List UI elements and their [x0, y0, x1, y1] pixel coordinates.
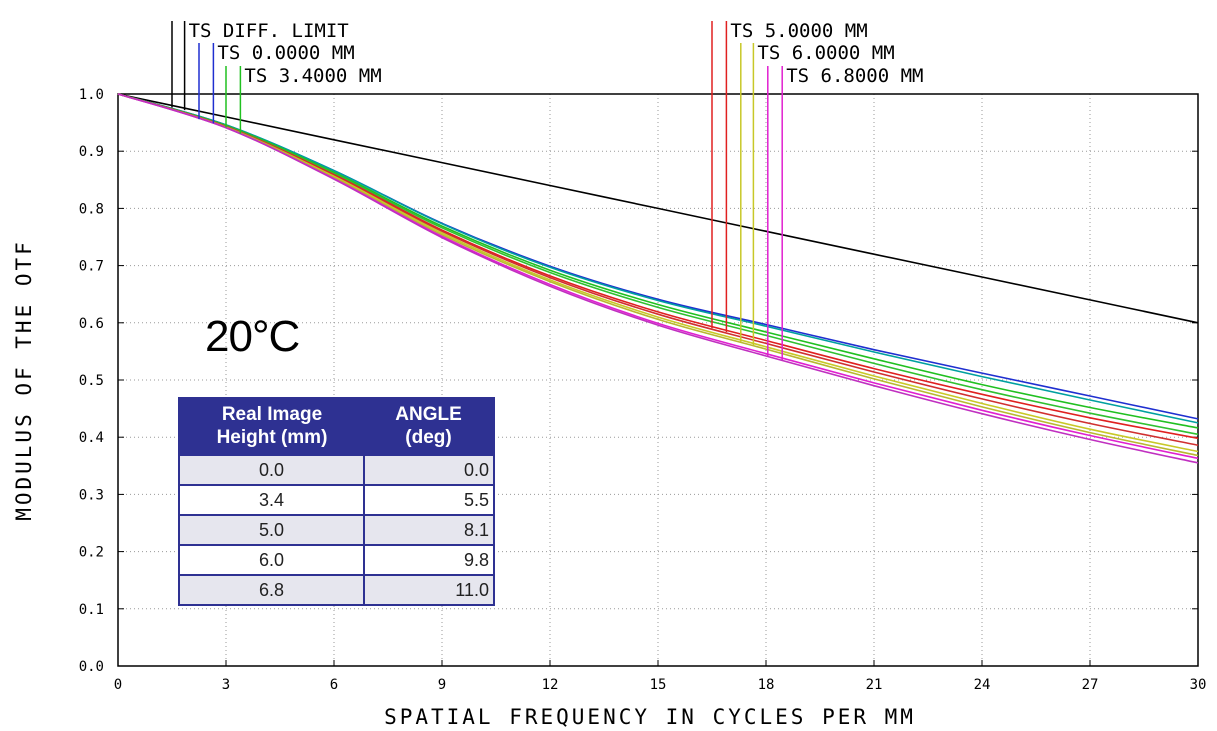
table-row: 6.8 11.0 [178, 574, 495, 606]
y-tick-label: 0.4 [79, 430, 104, 446]
series-line-8 [117, 93, 1199, 457]
header-height-line1: Real Image [221, 404, 323, 425]
table-header-height: Real Image Height (mm) [179, 398, 364, 455]
temperature-label: 20°C [205, 312, 300, 361]
series-line-4 [117, 93, 1199, 436]
y-tick-label: 1.0 [79, 87, 104, 103]
legend-label: TS 3.4000 MM [244, 65, 381, 87]
x-tick-label: 15 [650, 677, 667, 693]
table-cell-angle: 8.1 [363, 514, 495, 546]
x-tick-label: 3 [222, 677, 230, 693]
y-tick-label: 0.8 [79, 201, 104, 217]
legend-label: TS 0.0000 MM [217, 42, 354, 64]
table-cell-height: 0.0 [178, 454, 365, 486]
series-line-2 [117, 93, 1199, 424]
y-tick-label: 0.6 [79, 316, 104, 332]
x-tick-label: 9 [438, 677, 446, 693]
table-row: 6.0 9.8 [178, 544, 495, 576]
table-cell-angle: 0.0 [363, 454, 495, 486]
header-angle-line1: ANGLE [395, 404, 462, 425]
series-group [117, 93, 1199, 464]
y-tick-label: 0.3 [79, 487, 104, 503]
x-tick-label: 18 [758, 677, 775, 693]
legend-label: TS 6.8000 MM [786, 65, 923, 87]
table-header-row: Real Image Height (mm) ANGLE (deg) [179, 398, 494, 455]
table-cell-height: 6.0 [178, 544, 365, 576]
x-tick-label: 6 [330, 677, 338, 693]
series-line-0 [117, 93, 1199, 324]
y-axis-title: MODULUS OF THE OTF [12, 239, 36, 521]
table-cell-angle: 11.0 [363, 574, 495, 606]
y-tick-label: 0.9 [79, 144, 104, 160]
x-tick-label: 27 [1082, 677, 1099, 693]
table-cell-angle: 5.5 [363, 484, 495, 516]
y-tick-label: 0.2 [79, 545, 104, 561]
y-tick-label: 0.7 [79, 259, 104, 275]
series-line-10 [117, 93, 1199, 464]
x-axis-title: SPATIAL FREQUENCY IN CYCLES PER MM [384, 705, 916, 729]
header-height-line2: Height (mm) [216, 427, 328, 448]
y-tick-label: 0.5 [79, 373, 104, 389]
table-cell-height: 5.0 [178, 514, 365, 546]
legend-label: TS 6.0000 MM [757, 42, 894, 64]
x-tick-label: 24 [974, 677, 991, 693]
table-cell-angle: 9.8 [363, 544, 495, 576]
header-angle-line2: (deg) [405, 427, 452, 448]
table-cell-height: 3.4 [178, 484, 365, 516]
x-tick-label: 30 [1190, 677, 1207, 693]
x-tick-label: 21 [866, 677, 883, 693]
x-tick-label: 12 [542, 677, 559, 693]
table-row: 3.4 5.5 [178, 484, 495, 516]
axis-ticks: 0 3 6 9 12 15 18 21 24 27 30 0.0 0.1 0.2 0.3 0.4 0.5 0.6 0… [79, 87, 1207, 693]
table-header-angle: ANGLE (deg) [364, 398, 494, 455]
table-cell-height: 6.8 [178, 574, 365, 606]
y-tick-label: 0.0 [79, 659, 104, 675]
legend-label: TS DIFF. LIMIT [189, 20, 349, 42]
table-row: 0.0 0.0 [178, 454, 495, 486]
series-line-3 [117, 93, 1199, 429]
image-height-angle-table: Real Image Height (mm) ANGLE (deg) 0.0 0… [178, 397, 495, 606]
legend-label: TS 5.0000 MM [730, 20, 867, 42]
x-tick-label: 0 [114, 677, 122, 693]
y-tick-label: 0.1 [79, 602, 104, 618]
table-row: 5.0 8.1 [178, 514, 495, 546]
